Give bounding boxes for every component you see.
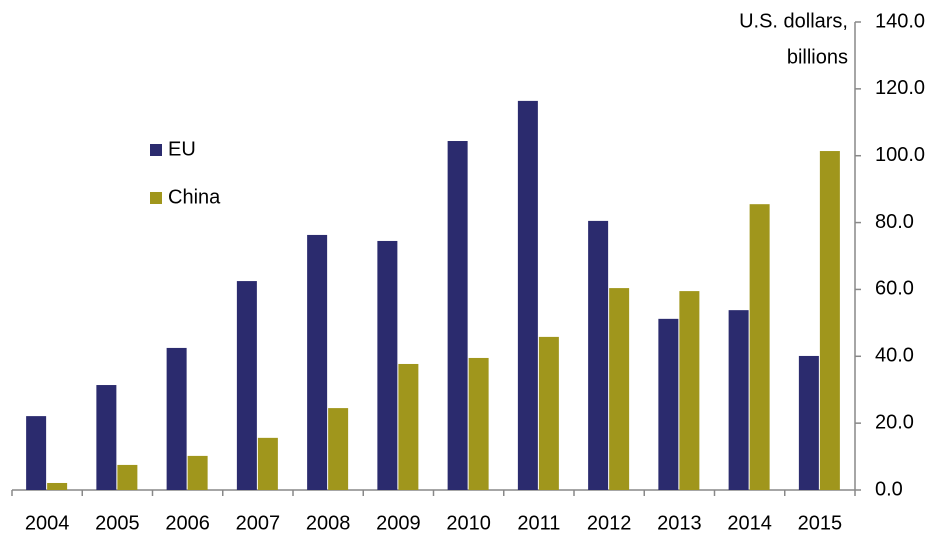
- x-tick-label: 2014: [727, 512, 772, 534]
- y-axis-label: U.S. dollars,: [739, 10, 848, 32]
- y-tick-label: 100.0: [875, 144, 925, 166]
- y-tick-label: 20.0: [875, 411, 914, 433]
- bar: [798, 355, 819, 490]
- x-tick-label: 2015: [798, 512, 843, 534]
- bar: [117, 464, 138, 490]
- x-tick-label: 2008: [306, 512, 351, 534]
- bar: [187, 455, 208, 490]
- legend-label: EU: [168, 138, 196, 160]
- y-tick-label: 60.0: [875, 278, 914, 300]
- y-tick-label: 120.0: [875, 77, 925, 99]
- x-tick-label: 2011: [517, 512, 560, 534]
- x-tick-label: 2006: [165, 512, 210, 534]
- bar: [398, 363, 419, 490]
- bar: [96, 385, 117, 490]
- bar: [609, 288, 630, 490]
- x-tick-label: 2004: [25, 512, 70, 534]
- bar: [658, 318, 679, 490]
- bar: [538, 336, 559, 490]
- y-tick-label: 140.0: [875, 10, 925, 32]
- bar: [679, 291, 700, 490]
- bar: [517, 100, 538, 491]
- bar: [307, 234, 328, 490]
- y-tick-label: 0.0: [875, 478, 903, 500]
- x-tick-label: 2013: [657, 512, 702, 534]
- bar: [377, 240, 398, 490]
- y-tick-label: 40.0: [875, 345, 914, 367]
- legend-swatch: [150, 192, 162, 204]
- x-tick-label: 2012: [587, 512, 632, 534]
- bar: [166, 347, 187, 490]
- x-tick-label: 2005: [95, 512, 140, 534]
- bar: [468, 357, 489, 490]
- bar: [26, 416, 47, 490]
- bar: [749, 204, 770, 490]
- y-tick-label: 80.0: [875, 211, 914, 233]
- legend-swatch: [150, 144, 162, 156]
- x-tick-label: 2007: [236, 512, 281, 534]
- bar: [47, 482, 68, 490]
- bar: [328, 408, 349, 490]
- bar: [236, 281, 257, 490]
- bar: [819, 151, 840, 490]
- x-tick-label: 2009: [376, 512, 421, 534]
- bar: [257, 437, 278, 490]
- bar: [728, 310, 749, 490]
- y-axis-label: billions: [787, 46, 848, 68]
- x-tick-label: 2010: [446, 512, 491, 534]
- bar: [447, 141, 468, 490]
- legend-label: China: [168, 186, 221, 208]
- bar: [588, 220, 609, 490]
